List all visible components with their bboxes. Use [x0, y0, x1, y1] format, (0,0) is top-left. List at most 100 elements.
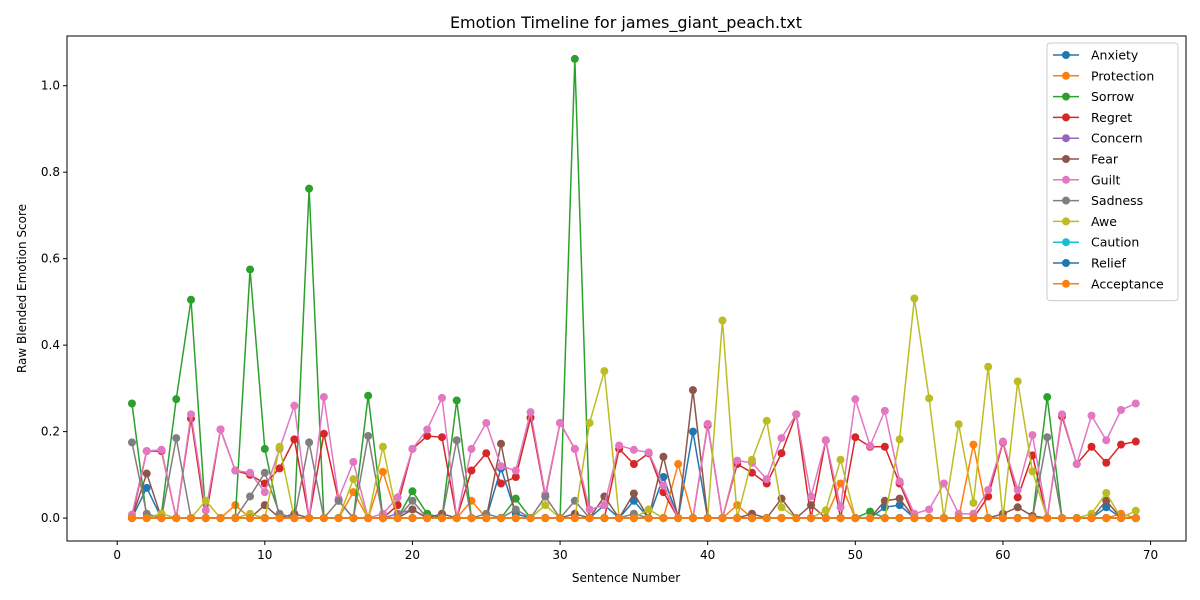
legend-label: Guilt	[1091, 172, 1121, 187]
y-axis-ticks: 0.0 0.2 0.4 0.6 0.8 1.0	[41, 79, 67, 525]
x-tick-label: 0	[113, 548, 121, 562]
legend-item: Relief	[1053, 256, 1126, 271]
data-point	[895, 514, 904, 523]
y-axis-label: Raw Blended Emotion Score	[15, 204, 29, 373]
data-point	[851, 433, 860, 442]
legend-item: Fear	[1053, 152, 1119, 167]
data-point	[467, 466, 476, 475]
data-point	[556, 514, 565, 523]
data-point	[807, 501, 816, 510]
data-point	[497, 439, 506, 448]
data-point	[1057, 410, 1066, 419]
y-tick-label: 0.2	[41, 425, 60, 439]
data-point	[187, 514, 196, 523]
data-point	[482, 514, 491, 523]
data-point	[585, 418, 594, 427]
data-point	[821, 506, 830, 515]
legend-swatch-marker	[1062, 113, 1070, 122]
data-point	[172, 514, 181, 523]
data-point	[792, 514, 801, 523]
data-point	[452, 514, 461, 523]
data-point	[1043, 393, 1052, 402]
data-point	[866, 441, 875, 450]
legend-label: Relief	[1091, 256, 1126, 271]
data-point	[998, 437, 1007, 446]
data-point	[674, 514, 683, 523]
legend-item: Protection	[1053, 68, 1154, 83]
data-point	[231, 514, 240, 523]
data-point	[570, 514, 579, 523]
data-point	[1102, 489, 1111, 498]
legend-box	[1046, 42, 1179, 302]
data-point	[541, 492, 550, 501]
data-point	[880, 496, 889, 505]
legend-swatch-marker	[1062, 217, 1070, 226]
data-point	[526, 514, 535, 523]
data-point	[1072, 460, 1081, 469]
data-point	[851, 514, 860, 523]
data-point	[644, 505, 653, 514]
data-point	[895, 435, 904, 444]
legend-label: Sorrow	[1091, 89, 1134, 104]
data-point	[733, 456, 742, 465]
data-point	[349, 475, 358, 484]
legend-swatch-marker	[1062, 51, 1070, 59]
data-point	[319, 393, 328, 402]
data-point	[1057, 514, 1066, 523]
x-tick-label: 50	[848, 548, 863, 562]
data-point	[246, 492, 255, 501]
data-point	[423, 431, 432, 440]
data-point	[246, 265, 255, 274]
data-point	[364, 431, 373, 440]
y-tick-label: 1.0	[41, 79, 60, 93]
data-point	[1102, 514, 1111, 523]
data-point	[600, 367, 609, 376]
data-point	[305, 184, 314, 193]
legend-label: Concern	[1091, 131, 1143, 146]
legend-item: Sorrow	[1053, 89, 1134, 104]
data-point	[777, 514, 786, 523]
data-point	[290, 514, 299, 523]
data-point	[260, 514, 269, 523]
data-point	[408, 496, 417, 505]
data-point	[349, 488, 358, 497]
data-point	[1013, 485, 1022, 494]
legend-swatch-marker	[1062, 196, 1070, 205]
data-point	[836, 514, 845, 523]
data-point	[659, 473, 668, 482]
data-point	[880, 442, 889, 451]
data-point	[187, 295, 196, 304]
data-point	[954, 514, 963, 523]
data-point	[319, 514, 328, 523]
data-point	[1028, 431, 1037, 440]
data-point	[747, 514, 756, 523]
data-point	[408, 514, 417, 523]
data-point	[703, 514, 712, 523]
data-point	[895, 477, 904, 486]
data-point	[157, 445, 166, 454]
data-point	[378, 514, 387, 523]
data-point	[231, 466, 240, 475]
data-point	[437, 393, 446, 402]
series-acceptance	[127, 514, 1140, 523]
data-point	[895, 501, 904, 510]
x-tick-label: 60	[995, 548, 1010, 562]
data-point	[1117, 440, 1126, 449]
y-tick-label: 0.0	[41, 511, 60, 525]
data-point	[364, 391, 373, 400]
data-point	[954, 420, 963, 429]
plot-frame	[66, 35, 1187, 542]
data-point	[334, 514, 343, 523]
data-point	[777, 449, 786, 458]
data-point	[585, 514, 594, 523]
data-point	[349, 457, 358, 466]
data-point	[836, 503, 845, 512]
data-point	[925, 514, 934, 523]
legend-label: Acceptance	[1091, 276, 1164, 291]
legend-label: Caution	[1091, 235, 1139, 250]
legend-item: Acceptance	[1053, 276, 1164, 291]
legend-item: Caution	[1053, 235, 1139, 250]
data-point	[349, 514, 358, 523]
legend-item: Concern	[1053, 131, 1143, 146]
